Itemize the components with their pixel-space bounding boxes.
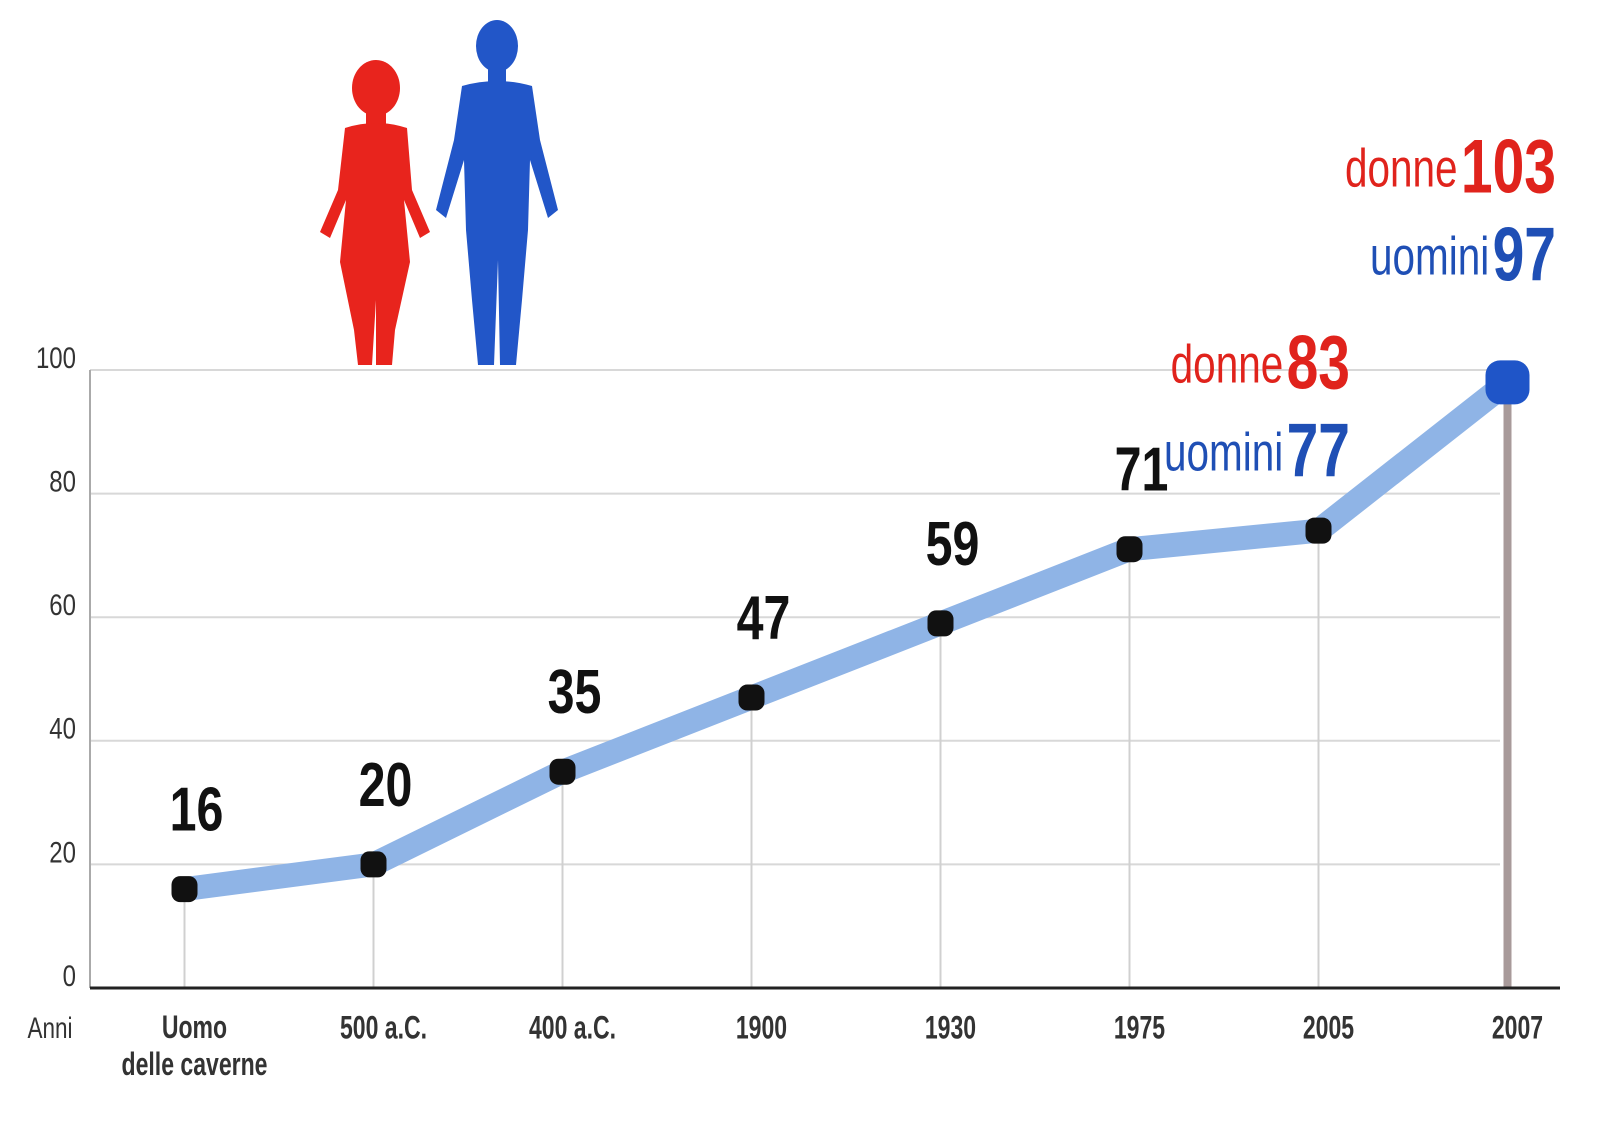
annotation-value: 97 bbox=[1493, 212, 1556, 297]
marker bbox=[1485, 360, 1530, 405]
annotation: uomini 97 bbox=[1370, 212, 1556, 297]
woman-figure bbox=[320, 60, 430, 365]
x-tick-label: 1975 bbox=[1114, 1010, 1165, 1046]
annotation-label: uomini bbox=[1370, 227, 1489, 287]
x-tick-label: 1930 bbox=[925, 1010, 976, 1046]
annotation: donne 83 bbox=[1171, 320, 1350, 405]
y-tick-label: 20 bbox=[49, 835, 76, 869]
marker bbox=[360, 851, 387, 878]
x-tick-label: 400 a.C. bbox=[529, 1010, 616, 1046]
y-tick-label: 0 bbox=[63, 958, 76, 992]
annotation-value: 103 bbox=[1461, 124, 1556, 209]
annotation: uomini 77 bbox=[1164, 408, 1350, 493]
x-tick-label: 2007 bbox=[1492, 1010, 1543, 1046]
annotation-label: donne bbox=[1345, 139, 1458, 199]
annotation-value: 83 bbox=[1287, 320, 1350, 405]
x-tick-label: 2005 bbox=[1303, 1010, 1354, 1046]
value-label: 35 bbox=[548, 657, 602, 726]
y-tick-label: 60 bbox=[49, 588, 76, 622]
y-tick-label: 40 bbox=[49, 711, 76, 745]
value-label: 16 bbox=[170, 775, 224, 844]
x-tick-label: 500 a.C. bbox=[340, 1010, 427, 1046]
y-tick-label: 100 bbox=[36, 340, 76, 374]
marker bbox=[738, 684, 765, 711]
value-label: 71 bbox=[1115, 435, 1169, 504]
marker bbox=[1305, 517, 1332, 544]
annotation-label: uomini bbox=[1164, 423, 1283, 483]
x-axis-label: Anni bbox=[27, 1011, 72, 1045]
value-label: 59 bbox=[926, 509, 980, 578]
marker bbox=[171, 876, 198, 903]
y-tick-label: 80 bbox=[49, 464, 76, 498]
x-tick-label: 1900 bbox=[736, 1010, 787, 1046]
annotation: donne 103 bbox=[1345, 124, 1556, 209]
annotation-value: 77 bbox=[1287, 408, 1350, 493]
x-tick-label: Uomo delle caverne bbox=[122, 1010, 268, 1082]
man-figure bbox=[436, 20, 558, 365]
annotation-label: donne bbox=[1171, 335, 1284, 395]
marker bbox=[927, 610, 954, 637]
value-label: 47 bbox=[737, 583, 791, 652]
value-label: 20 bbox=[359, 750, 413, 819]
marker bbox=[1116, 536, 1143, 563]
line bbox=[172, 370, 1520, 902]
marker bbox=[549, 758, 576, 785]
